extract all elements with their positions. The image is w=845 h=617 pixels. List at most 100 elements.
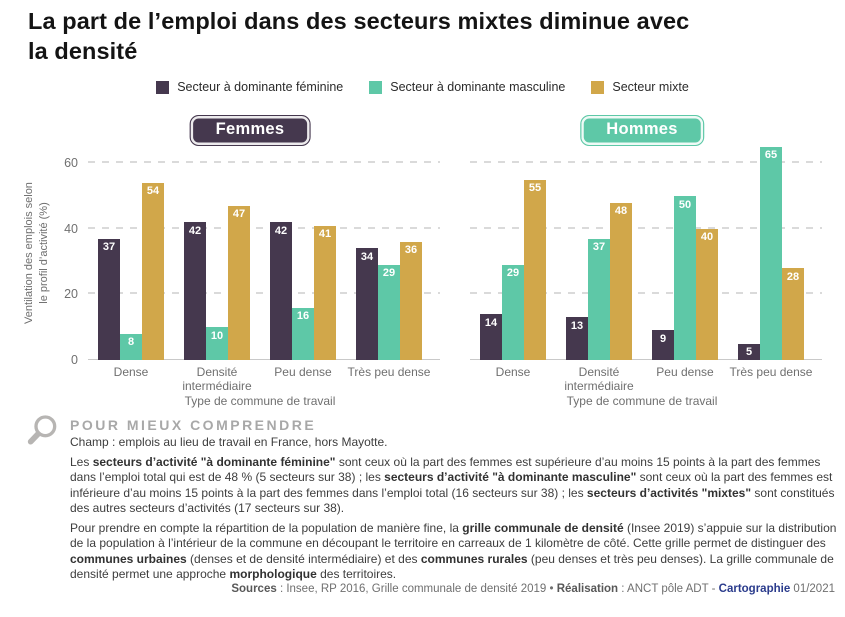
- bar-value-label: 8: [127, 336, 135, 349]
- bar-groups: 37 8 54 42 10 47 42 16 41 34 29 36: [88, 145, 432, 360]
- text-segment: : ANCT pôle ADT -: [618, 583, 719, 595]
- bar: 5: [738, 343, 760, 360]
- x-category-label: Dense: [113, 365, 149, 379]
- text-segment: des territoires.: [316, 566, 397, 581]
- y-axis-title: Ventilation des emplois selon le profil …: [23, 182, 50, 324]
- bar: 29: [502, 264, 524, 360]
- y-tick-label: 40: [64, 221, 78, 236]
- bar-value-label: 16: [296, 310, 310, 323]
- sectors-definition-paragraph: Les secteurs d’activité "à dominante fém…: [70, 455, 843, 516]
- bar-group: 42 10 47: [184, 205, 250, 360]
- bar-value-label: 5: [745, 346, 753, 359]
- x-axis-line: [470, 358, 822, 360]
- text-segment: sont ceux où la part des femmes est infé…: [70, 470, 833, 500]
- grid-line: [88, 161, 440, 164]
- grid-line: [470, 161, 822, 164]
- text-segment: Réalisation: [556, 583, 619, 595]
- x-category-cell: Très peu dense: [346, 365, 432, 394]
- y-axis-tick-labels: 0 20 40 60: [54, 145, 82, 367]
- bar: 48: [610, 202, 632, 360]
- femmes-x-category-labels: Dense Densité intermédiaire Peu dense Très …: [88, 365, 432, 394]
- text-segment: morphologique: [229, 566, 317, 581]
- bar-value-label: 34: [360, 250, 374, 263]
- x-category-cell: Dense: [470, 365, 556, 394]
- y-tick-label: 20: [64, 287, 78, 302]
- text-segment: (denses et de densité intermédiaire) et …: [186, 551, 421, 566]
- x-category-label: Très peu dense: [347, 365, 431, 379]
- x-category-cell: Très peu dense: [728, 365, 814, 394]
- bar-value-label: 28: [786, 270, 800, 283]
- bar-value-label: 41: [318, 228, 332, 241]
- bar: 37: [588, 238, 610, 360]
- legend-swatch-icon: [591, 80, 605, 94]
- text-segment: Les: [70, 455, 93, 470]
- density-grid-paragraph: Pour prendre en compte la répartition de…: [70, 521, 843, 582]
- text-segment: secteurs d’activités "mixtes": [586, 485, 752, 500]
- text-segment: secteurs d’activité "à dominante féminin…: [92, 455, 336, 470]
- x-category-label: Densité intermédiaire: [564, 365, 634, 394]
- bar: 50: [674, 196, 696, 360]
- x-category-label: Peu dense: [274, 365, 332, 379]
- text-segment: 01/2021: [790, 583, 835, 595]
- bar-value-label: 50: [678, 198, 692, 211]
- bar: 41: [314, 225, 336, 360]
- x-category-cell: Densité intermédiaire: [174, 365, 260, 394]
- legend-swatch-icon: [156, 80, 170, 94]
- x-category-cell: Peu dense: [642, 365, 728, 394]
- bar: 55: [524, 179, 546, 360]
- champ-note: Champ : emplois au lieu de travail en Fr…: [70, 435, 388, 449]
- text-segment: : Insee, RP 2016, Grille communale de de…: [276, 583, 557, 595]
- bar-value-label: 42: [188, 224, 202, 237]
- bar: 16: [292, 307, 314, 360]
- bar-groups: 14 29 55 13 37 48 9 50 40 5 65 28: [470, 145, 814, 360]
- bar-value-label: 37: [592, 241, 606, 254]
- y-tick-label: 0: [71, 353, 78, 367]
- bar: 40: [696, 228, 718, 360]
- x-category-cell: Densité intermédiaire: [556, 365, 642, 394]
- bar-group: 13 37 48: [566, 202, 632, 360]
- bar: 13: [566, 317, 588, 360]
- sources-line: Sources : Insee, RP 2016, Grille communa…: [231, 583, 835, 595]
- bar-group: 9 50 40: [652, 196, 718, 360]
- grid-line: [470, 226, 822, 229]
- bar-value-label: 9: [659, 332, 667, 345]
- x-category-cell: Peu dense: [260, 365, 346, 394]
- bar-value-label: 14: [484, 316, 498, 329]
- legend-item: Secteur mixte: [591, 80, 689, 94]
- text-segment: Cartographie: [718, 583, 791, 595]
- bar-group: 14 29 55: [480, 179, 546, 360]
- magnifier-icon: [27, 415, 57, 445]
- x-axis-line: [88, 358, 440, 360]
- femmes-chart-badge: Femmes: [189, 115, 311, 146]
- x-category-label: Très peu dense: [729, 365, 813, 379]
- legend-swatch-icon: [369, 80, 383, 94]
- grid-line: [88, 226, 440, 229]
- bar: 54: [142, 182, 164, 360]
- bar: 65: [760, 146, 782, 360]
- text-segment: grille communale de densité: [462, 521, 624, 536]
- legend: Secteur à dominante féminine Secteur à do…: [0, 80, 845, 94]
- bar-value-label: 40: [700, 231, 714, 244]
- bar: 9: [652, 330, 674, 360]
- grid-line: [88, 292, 440, 295]
- bar-group: 5 65 28: [738, 146, 804, 360]
- text-segment: communes urbaines: [70, 551, 187, 566]
- bar: 36: [400, 241, 422, 360]
- legend-label: Secteur mixte: [612, 80, 689, 94]
- text-segment: (Insee 2019) s’appuie sur la distributio…: [70, 521, 837, 551]
- bar: 42: [184, 222, 206, 360]
- bar-group: 42 16 41: [270, 222, 336, 360]
- hommes-chart-badge: Hommes: [580, 115, 704, 146]
- bar: 28: [782, 268, 804, 360]
- bar-group: 34 29 36: [356, 241, 422, 360]
- bar: 14: [480, 314, 502, 360]
- femmes-chart-plot: 37 8 54 42 10 47 42 16 41 34 29 36: [88, 145, 440, 360]
- page-title-line1: La part de l’emploi dans des secteurs mi…: [28, 8, 690, 34]
- text-segment: sont constitués des autres secteurs d’ac…: [70, 485, 835, 515]
- page-title: La part de l’emploi dans des secteurs mi…: [28, 6, 689, 66]
- bar: 10: [206, 327, 228, 360]
- hommes-x-axis-title: Type de commune de travail: [566, 394, 718, 408]
- bar-value-label: 48: [614, 205, 628, 218]
- bar-value-label: 55: [528, 182, 542, 195]
